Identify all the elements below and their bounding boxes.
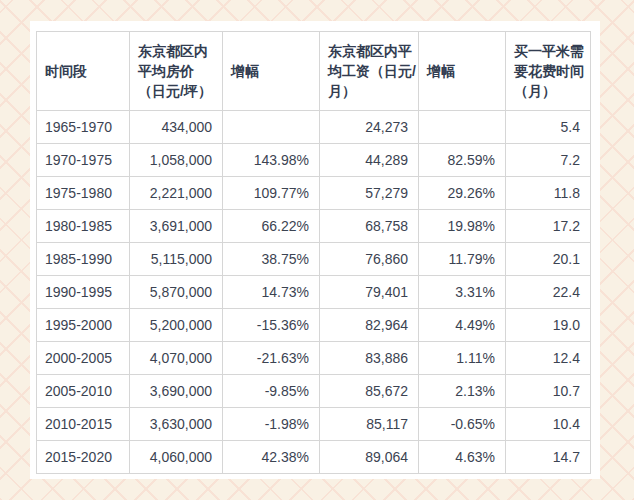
table-cell: 5,200,000 bbox=[130, 309, 223, 342]
table-cell: 85,672 bbox=[320, 375, 419, 408]
table-cell: 79,401 bbox=[320, 276, 419, 309]
table-cell: 19.98% bbox=[419, 210, 506, 243]
table-cell: 1965-1970 bbox=[37, 111, 130, 144]
table-cell: 17.2 bbox=[506, 210, 591, 243]
table-cell: 44,289 bbox=[320, 144, 419, 177]
table-cell: 3,630,000 bbox=[130, 408, 223, 441]
header-cell: 买一平米需要花费时间（月） bbox=[506, 32, 591, 111]
table-cell: 3,690,000 bbox=[130, 375, 223, 408]
table-row: 1990-19955,870,00014.73%79,4013.31%22.4 bbox=[37, 276, 591, 309]
table-row: 1965-1970434,000 24,273 5.4 bbox=[37, 111, 591, 144]
table-cell: 83,886 bbox=[320, 342, 419, 375]
table-cell: 2015-2020 bbox=[37, 441, 130, 474]
table-cell: -9.85% bbox=[223, 375, 320, 408]
table-cell: 1990-1995 bbox=[37, 276, 130, 309]
table-cell: 2005-2010 bbox=[37, 375, 130, 408]
table-cell: 66.22% bbox=[223, 210, 320, 243]
table-cell: 1970-1975 bbox=[37, 144, 130, 177]
header-cell: 增幅 bbox=[419, 32, 506, 111]
table-cell: 42.38% bbox=[223, 441, 320, 474]
table-cell: 11.8 bbox=[506, 177, 591, 210]
table-cell: 4,070,000 bbox=[130, 342, 223, 375]
table-row: 2000-20054,070,000-21.63%83,8861.11%12.4 bbox=[37, 342, 591, 375]
table-cell: 12.4 bbox=[506, 342, 591, 375]
table-cell: 2.13% bbox=[419, 375, 506, 408]
table-cell: 22.4 bbox=[506, 276, 591, 309]
table-cell: -15.36% bbox=[223, 309, 320, 342]
table-cell: 1975-1980 bbox=[37, 177, 130, 210]
table-cell: 3,691,000 bbox=[130, 210, 223, 243]
table-cell: 1995-2000 bbox=[37, 309, 130, 342]
header-cell: 时间段 bbox=[37, 32, 130, 111]
table-cell: 29.26% bbox=[419, 177, 506, 210]
table-cell: 5.4 bbox=[506, 111, 591, 144]
table-cell: 3.31% bbox=[419, 276, 506, 309]
table-row: 2010-20153,630,000-1.98%85,117-0.65%10.4 bbox=[37, 408, 591, 441]
table-row: 1995-20005,200,000-15.36%82,9644.49%19.0 bbox=[37, 309, 591, 342]
table-row: 1980-19853,691,00066.22%68,75819.98%17.2 bbox=[37, 210, 591, 243]
table-row: 1970-19751,058,000143.98%44,28982.59%7.2 bbox=[37, 144, 591, 177]
header-cell: 东京都区内平均工资（日元/月） bbox=[320, 32, 419, 111]
table-row: 1985-19905,115,00038.75%76,86011.79%20.1 bbox=[37, 243, 591, 276]
table-cell: 10.4 bbox=[506, 408, 591, 441]
table-cell: 109.77% bbox=[223, 177, 320, 210]
table-cell: 82,964 bbox=[320, 309, 419, 342]
table-cell: 5,115,000 bbox=[130, 243, 223, 276]
table-cell: 14.73% bbox=[223, 276, 320, 309]
table-cell: -1.98% bbox=[223, 408, 320, 441]
header-cell: 增幅 bbox=[223, 32, 320, 111]
table-cell: 4.63% bbox=[419, 441, 506, 474]
table-cell bbox=[223, 111, 320, 144]
header-row: 时间段东京都区内平均房价（日元/坪）增幅东京都区内平均工资（日元/月）增幅买一平… bbox=[37, 32, 591, 111]
table-cell: 7.2 bbox=[506, 144, 591, 177]
table-row: 2015-20204,060,00042.38%89,0644.63%14.7 bbox=[37, 441, 591, 474]
table-cell: 1.11% bbox=[419, 342, 506, 375]
table-cell: 68,758 bbox=[320, 210, 419, 243]
table-row: 1975-19802,221,000109.77%57,27929.26%11.… bbox=[37, 177, 591, 210]
table-cell: 85,117 bbox=[320, 408, 419, 441]
table-cell: 4.49% bbox=[419, 309, 506, 342]
table-cell: -0.65% bbox=[419, 408, 506, 441]
table-cell bbox=[419, 111, 506, 144]
table-cell: 2010-2015 bbox=[37, 408, 130, 441]
patterned-page-background: 时间段东京都区内平均房价（日元/坪）增幅东京都区内平均工资（日元/月）增幅买一平… bbox=[0, 0, 634, 500]
table-cell: 5,870,000 bbox=[130, 276, 223, 309]
table-cell: 1985-1990 bbox=[37, 243, 130, 276]
table-cell: 2,221,000 bbox=[130, 177, 223, 210]
table-cell: 2000-2005 bbox=[37, 342, 130, 375]
table-cell: 1,058,000 bbox=[130, 144, 223, 177]
table-cell: 4,060,000 bbox=[130, 441, 223, 474]
table-cell: -21.63% bbox=[223, 342, 320, 375]
table-cell: 38.75% bbox=[223, 243, 320, 276]
table-cell: 89,064 bbox=[320, 441, 419, 474]
table-cell: 1980-1985 bbox=[37, 210, 130, 243]
header-cell: 东京都区内平均房价（日元/坪） bbox=[130, 32, 223, 111]
content-panel: 时间段东京都区内平均房价（日元/坪）增幅东京都区内平均工资（日元/月）增幅买一平… bbox=[30, 21, 600, 479]
table-cell: 14.7 bbox=[506, 441, 591, 474]
table-row: 2005-20103,690,000-9.85%85,6722.13%10.7 bbox=[37, 375, 591, 408]
table-cell: 19.0 bbox=[506, 309, 591, 342]
housing-wage-data-table: 时间段东京都区内平均房价（日元/坪）增幅东京都区内平均工资（日元/月）增幅买一平… bbox=[36, 31, 591, 474]
table-cell: 11.79% bbox=[419, 243, 506, 276]
table-cell: 76,860 bbox=[320, 243, 419, 276]
table-cell: 57,279 bbox=[320, 177, 419, 210]
table-cell: 24,273 bbox=[320, 111, 419, 144]
table-cell: 10.7 bbox=[506, 375, 591, 408]
table-cell: 20.1 bbox=[506, 243, 591, 276]
table-cell: 434,000 bbox=[130, 111, 223, 144]
table-cell: 143.98% bbox=[223, 144, 320, 177]
table-cell: 82.59% bbox=[419, 144, 506, 177]
